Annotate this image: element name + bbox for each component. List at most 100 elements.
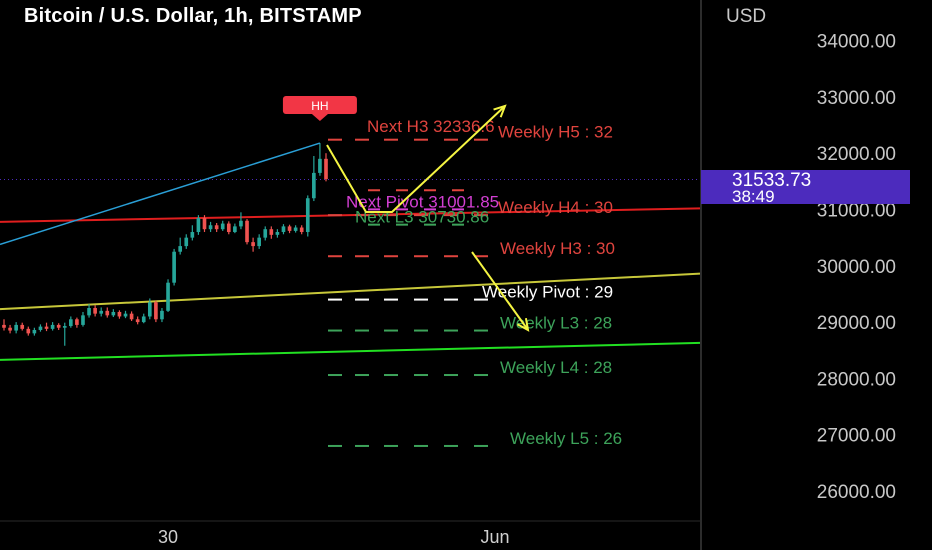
candle-body xyxy=(147,302,152,317)
candle-body xyxy=(20,324,25,329)
candle-body xyxy=(287,226,292,231)
candle-body xyxy=(226,223,231,233)
y-tick-label: 29000.00 xyxy=(817,313,896,334)
candle-body xyxy=(196,217,201,233)
candle-body xyxy=(44,326,49,329)
candle-body xyxy=(32,329,37,334)
candle-body xyxy=(312,172,316,199)
y-tick-label: 32000.00 xyxy=(817,144,896,165)
level-label: Next Pivot 31001.85 xyxy=(346,192,499,211)
candle-body xyxy=(233,226,237,233)
y-tick-label: 31000.00 xyxy=(817,201,896,222)
candle-body xyxy=(141,316,146,323)
candle-body xyxy=(117,311,122,317)
bearish-forecast-arrow xyxy=(471,251,530,332)
candle-body xyxy=(8,327,12,331)
candle-body xyxy=(154,302,158,320)
last-price-tag-bg xyxy=(701,170,910,204)
candle-body xyxy=(281,226,286,233)
candle-body xyxy=(184,237,189,247)
level-label: Weekly L4 : 28 xyxy=(500,358,612,377)
candle-body xyxy=(135,319,140,323)
candle-body xyxy=(62,326,67,328)
candle-body xyxy=(251,242,255,247)
candle-body xyxy=(239,220,243,227)
candle-body xyxy=(2,324,6,328)
candle-body xyxy=(93,308,97,314)
pivot-level-layer: Next H3 32336.6 Weekly H5 : 32 Next Pivot … xyxy=(328,117,622,448)
candle-body xyxy=(75,319,79,325)
y-tick-label: 33000.00 xyxy=(817,88,896,109)
y-tick-label: 34000.00 xyxy=(817,32,896,53)
candle-body xyxy=(275,232,280,235)
candle-body xyxy=(26,328,31,334)
candle-body xyxy=(160,310,164,320)
candle-body xyxy=(245,220,249,243)
bar-countdown: 38:49 xyxy=(732,187,775,206)
price-axis: 26000.00 27000.00 28000.00 29000.00 30000.00… xyxy=(817,32,896,503)
last-price-value: 31533.73 xyxy=(732,170,811,191)
level-label: Weekly Pivot : 29 xyxy=(482,283,613,302)
time-axis: 30 Jun xyxy=(158,527,510,547)
chart-title: Bitcoin / U.S. Dollar, 1h, BITSTAMP xyxy=(24,5,362,27)
level-label: Next H3 32336.6 xyxy=(367,117,495,136)
hh-marker-label: HH xyxy=(311,99,328,113)
hh-marker-pointer xyxy=(311,114,328,121)
candle-body xyxy=(318,158,322,173)
trendline-red-resistance xyxy=(0,207,701,223)
candle-body xyxy=(257,237,261,247)
candle-body xyxy=(220,223,225,230)
arrow-head xyxy=(516,318,530,332)
candle-body xyxy=(69,319,73,327)
candle-body xyxy=(293,227,298,231)
annotation-layer: HH xyxy=(0,96,530,332)
level-label: Weekly L3 : 28 xyxy=(500,314,612,333)
arrow-path xyxy=(326,105,506,213)
candle-body xyxy=(105,310,110,316)
candle-body xyxy=(263,229,268,238)
hh-marker: HH xyxy=(282,96,357,121)
candle-body xyxy=(81,315,85,325)
candle-body xyxy=(56,324,61,328)
candle-body xyxy=(269,229,274,235)
candle-body xyxy=(99,310,104,314)
candle-body xyxy=(172,251,176,283)
hh-marker-bg xyxy=(282,96,357,114)
swing-trendline xyxy=(0,142,321,246)
arrow-path xyxy=(471,251,529,331)
candle-body xyxy=(123,313,128,317)
level-label: Weekly L5 : 26 xyxy=(510,429,622,448)
level-label: Weekly H5 : 32 xyxy=(498,123,613,142)
candle-body xyxy=(208,225,213,230)
trendline-layer xyxy=(0,207,701,361)
candle-body xyxy=(129,313,134,320)
candle-body xyxy=(324,158,328,180)
y-tick-label: 28000.00 xyxy=(817,369,896,390)
candle-body xyxy=(50,324,55,329)
last-price-tag: 31533.73 38:49 xyxy=(701,170,910,206)
candle-body xyxy=(14,324,18,331)
x-tick-label: 30 xyxy=(158,527,178,547)
candle-body xyxy=(166,282,170,311)
candle-body xyxy=(111,311,116,316)
candle-body xyxy=(305,198,310,233)
candle-body xyxy=(190,232,195,238)
candle-body xyxy=(202,217,207,230)
x-tick-label: Jun xyxy=(480,527,509,547)
trendline-yellow-midline xyxy=(0,272,701,311)
trendline-green-support xyxy=(0,341,701,361)
candle-body xyxy=(178,246,183,252)
level-label: Weekly H3 : 30 xyxy=(500,239,615,258)
y-tick-label: 26000.00 xyxy=(817,482,896,503)
arrow-head xyxy=(493,104,507,118)
candle-body xyxy=(214,225,219,230)
candle-body xyxy=(299,227,304,233)
candle-body xyxy=(87,308,91,316)
candlestick-layer xyxy=(2,143,328,346)
currency-label: USD xyxy=(726,6,766,27)
level-label: Weekly H4 : 30 xyxy=(498,198,613,217)
y-tick-label: 30000.00 xyxy=(817,257,896,278)
level-label: Next L3 30730.86 xyxy=(355,208,489,227)
bullish-forecast-arrow xyxy=(326,104,507,213)
